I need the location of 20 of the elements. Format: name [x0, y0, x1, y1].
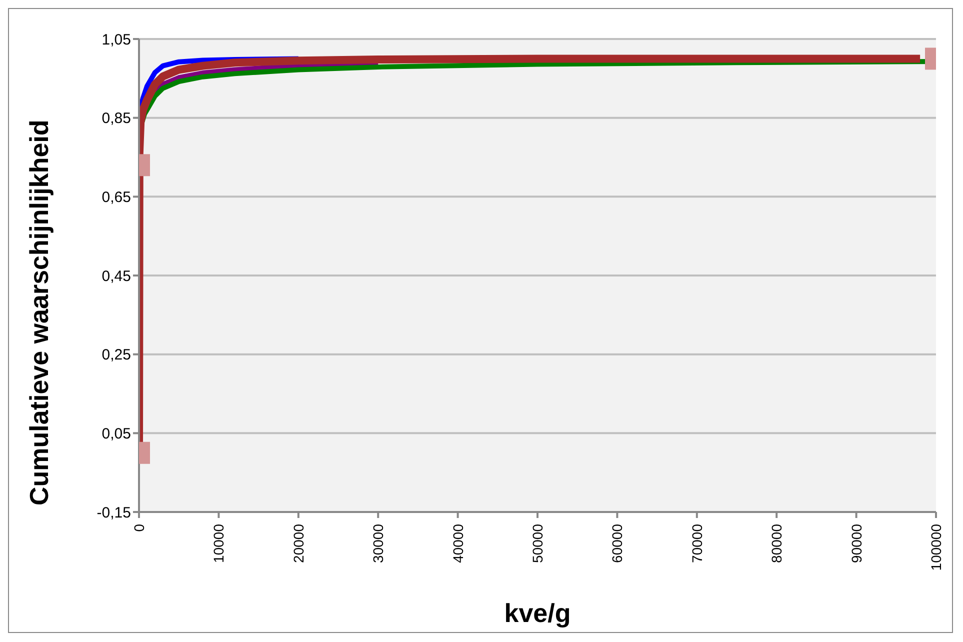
- y-tick-label: 1,05: [102, 31, 131, 48]
- x-tick-label: 40000: [450, 524, 466, 563]
- x-axis-title: kve/g: [504, 598, 571, 628]
- x-tick-label: 50000: [530, 524, 546, 563]
- x-tick-label: 80000: [768, 524, 785, 563]
- x-tick-label: 10000: [210, 524, 227, 563]
- x-tick-label: 90000: [848, 524, 864, 563]
- x-tick-label: 0: [131, 524, 147, 532]
- y-tick-label: 0,25: [102, 346, 131, 364]
- x-tick-label: 30000: [370, 524, 386, 563]
- y-axis-title: Cumulatieve waarschijnlijkheid: [24, 120, 54, 506]
- y-tick-label: 0,05: [102, 425, 131, 442]
- x-tick-label: 60000: [609, 524, 626, 563]
- x-tick-label: 70000: [688, 524, 705, 563]
- y-tick-label: 0,65: [102, 188, 131, 206]
- x-tick-label: 20000: [290, 524, 306, 563]
- y-tick-label: 0,45: [102, 268, 131, 285]
- y-tick-label: -0,15: [96, 504, 131, 522]
- x-tick-label: 100000: [928, 524, 944, 571]
- y-tick-label: 0,85: [102, 110, 131, 128]
